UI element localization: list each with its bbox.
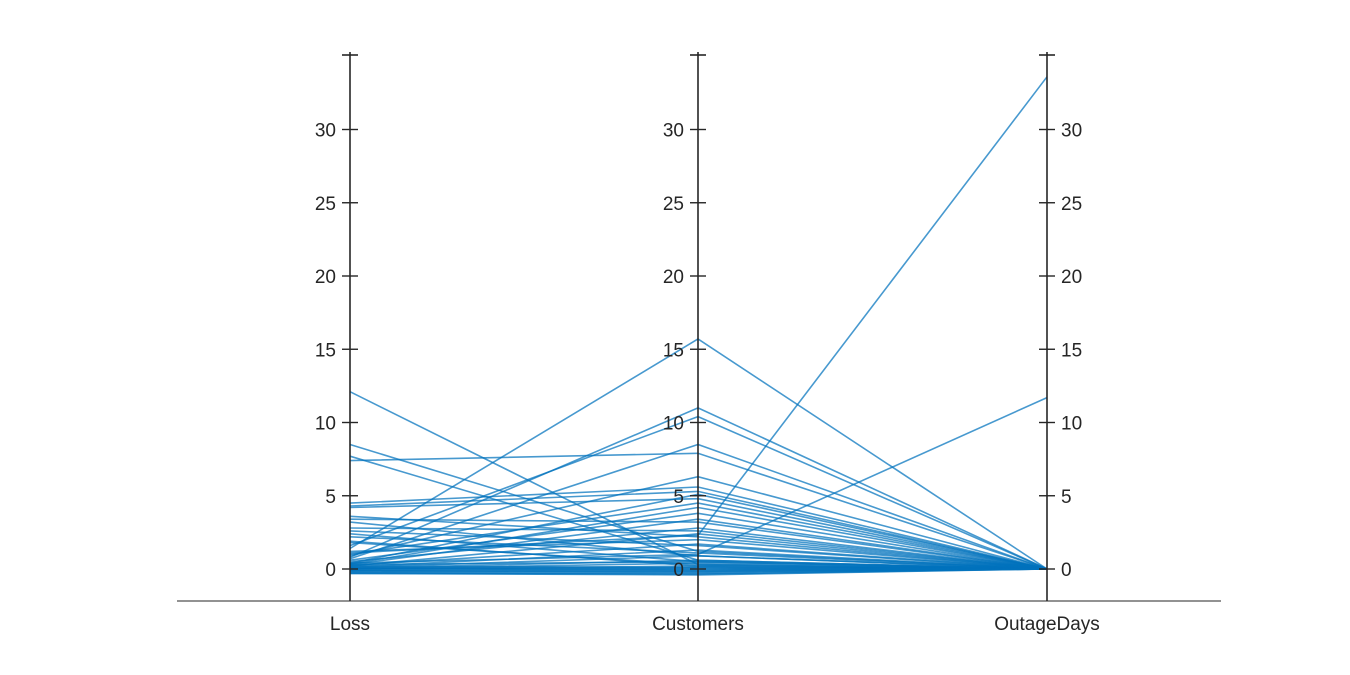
y-tick-label: 30 bbox=[1061, 121, 1082, 142]
y-tick-label: 25 bbox=[315, 194, 336, 215]
y-tick-label: 20 bbox=[1061, 267, 1082, 288]
axis-label-customers: Customers bbox=[652, 614, 744, 635]
y-tick-label: 10 bbox=[1061, 414, 1082, 435]
y-tick-label: 0 bbox=[325, 560, 336, 581]
y-tick-label: 5 bbox=[1061, 487, 1072, 508]
axes: 0 5 10 15 20 25 30 Loss 0 5 10 15 20 25 30 Customers 0 5 1… bbox=[177, 52, 1221, 635]
y-tick-label: 10 bbox=[315, 414, 336, 435]
y-tick-label: 10 bbox=[663, 414, 684, 435]
y-tick-label: 5 bbox=[325, 487, 336, 508]
y-tick-label: 20 bbox=[315, 267, 336, 288]
y-tick-label: 5 bbox=[673, 487, 684, 508]
y-tick-label: 25 bbox=[663, 194, 684, 215]
y-tick-label: 20 bbox=[663, 267, 684, 288]
y-tick-label: 30 bbox=[663, 121, 684, 142]
y-tick-label: 25 bbox=[1061, 194, 1082, 215]
y-tick-label: 15 bbox=[315, 340, 336, 361]
y-tick-label: 15 bbox=[663, 340, 684, 361]
axis-label-outagedays: OutageDays bbox=[994, 614, 1100, 635]
y-tick-label: 0 bbox=[673, 560, 684, 581]
axis-label-loss: Loss bbox=[330, 614, 370, 635]
y-tick-label: 15 bbox=[1061, 340, 1082, 361]
y-tick-label: 0 bbox=[1061, 560, 1072, 581]
y-tick-label: 30 bbox=[315, 121, 336, 142]
